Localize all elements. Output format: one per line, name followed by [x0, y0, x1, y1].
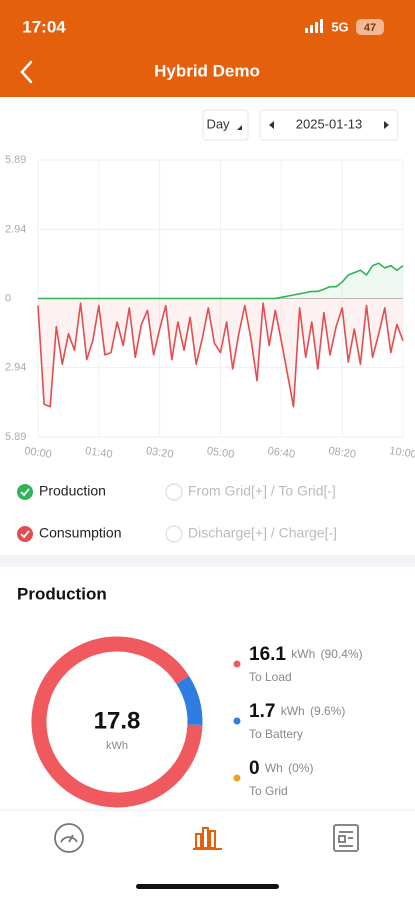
x-tick-label: 03:20	[145, 445, 174, 461]
item-label: To Grid	[249, 784, 288, 798]
percent: (0%)	[288, 761, 313, 775]
legend-label: From Grid[+] / To Grid[-]	[188, 483, 336, 499]
network-type: 5G	[331, 19, 348, 34]
section-divider	[0, 555, 415, 567]
item-value: 16.1 kWh (90.4%)	[249, 644, 363, 665]
x-tick-label: 05:00	[206, 445, 235, 461]
percent: (9.6%)	[310, 704, 345, 718]
battery-icon	[356, 19, 384, 35]
item-dot	[233, 717, 241, 725]
legend-label: Consumption	[39, 525, 122, 541]
legend-check	[17, 526, 33, 542]
period-dropdown[interactable]	[202, 109, 249, 141]
total-value: 17.8	[94, 707, 141, 734]
total-unit: kWh	[106, 740, 128, 752]
legend-checkmark	[20, 530, 30, 539]
item-value: 1.7 kWh (9.6%)	[249, 701, 345, 722]
date-picker[interactable]	[259, 109, 399, 141]
x-tick-label: 01:40	[84, 445, 113, 461]
back-button[interactable]	[20, 60, 33, 84]
unit: Wh	[265, 761, 283, 775]
nav-report[interactable]	[333, 824, 359, 852]
x-tick-label: 06:40	[267, 445, 296, 461]
dropdown-arrow	[237, 125, 242, 130]
legend-label: Production	[39, 483, 106, 499]
donut-segment	[176, 675, 203, 725]
unit: kWh	[291, 647, 315, 661]
legend-check	[165, 525, 183, 543]
area	[38, 263, 403, 299]
prev-date[interactable]	[269, 121, 274, 129]
signal-icon	[305, 19, 323, 33]
battery-level: 47	[364, 22, 376, 34]
value: 16.1	[249, 644, 286, 665]
donut-chart	[31, 636, 203, 808]
percent: (90.4%)	[321, 647, 363, 661]
period-label: Day	[206, 116, 230, 131]
status-time: 17:04	[22, 17, 66, 36]
item-label: To Load	[249, 670, 292, 684]
y-tick-label: 5.89	[5, 431, 26, 443]
x-tick-label: 10:00	[389, 445, 415, 461]
legend-checkmark	[20, 488, 30, 497]
x-tick-label: 00:00	[24, 445, 53, 461]
next-date[interactable]	[384, 121, 389, 129]
item-dot	[233, 660, 241, 668]
nav-statistics[interactable]	[193, 827, 222, 850]
app-bar	[0, 0, 415, 97]
chart: 5.89 2.94 0 2.94 5.89 00:00 01:40 03:20 05:00 06:…	[5, 154, 415, 543]
y-tick-label: 0	[5, 292, 11, 304]
production-items: 16.1 kWh (90.4%) To Load 1.7 kWh (9.6%) To …	[233, 644, 363, 798]
item-dot	[233, 774, 241, 782]
home-indicator	[136, 884, 279, 889]
date-label: 2025-01-13	[296, 116, 363, 131]
donut-segment	[31, 636, 203, 808]
legend-label: Discharge[+] / Charge[-]	[188, 525, 337, 541]
value: 1.7	[249, 701, 275, 722]
y-tick-label: 2.94	[5, 223, 26, 235]
unit: kWh	[281, 704, 305, 718]
legend-check	[165, 483, 183, 501]
line	[38, 262, 404, 300]
value: 0	[249, 758, 260, 779]
item-value: 0 Wh (0%)	[249, 758, 313, 779]
line	[37, 302, 404, 408]
header-title: Hybrid Demo	[154, 61, 260, 80]
x-tick-label: 08:20	[328, 445, 357, 461]
item-label: To Battery	[249, 727, 303, 741]
section-title: Production	[17, 584, 107, 603]
y-tick-label: 2.94	[5, 362, 26, 374]
nav-dashboard[interactable]	[54, 823, 84, 853]
y-tick-label: 5.89	[5, 154, 26, 166]
legend-check	[17, 484, 33, 500]
